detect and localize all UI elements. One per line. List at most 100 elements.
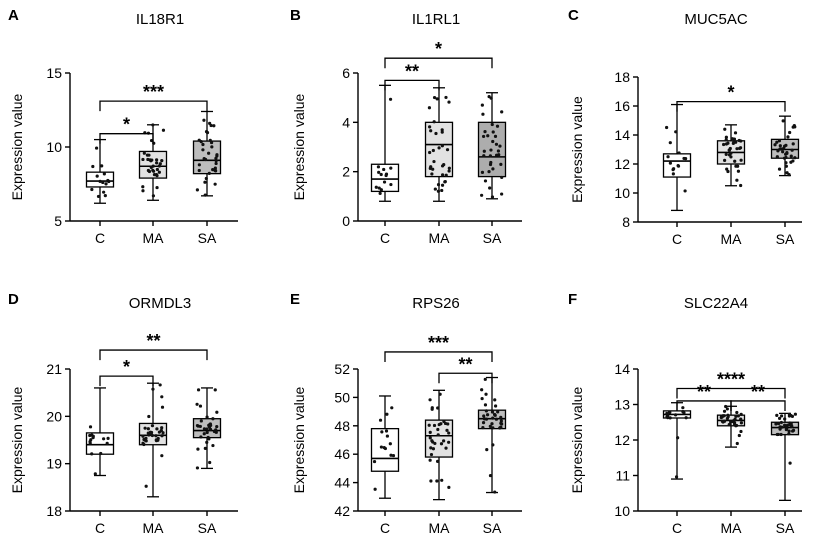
data-point — [491, 139, 495, 144]
data-point — [777, 139, 782, 143]
data-point — [90, 452, 94, 456]
data-point — [735, 147, 739, 151]
data-point — [442, 439, 446, 443]
data-point — [784, 155, 788, 160]
data-point — [378, 418, 383, 422]
data-point — [733, 131, 738, 135]
panel-label: C — [568, 7, 579, 24]
y-tick-label: 2 — [342, 164, 350, 180]
y-tick-label: 21 — [46, 361, 62, 377]
significance-bracket: ** — [438, 354, 493, 384]
data-point — [784, 164, 788, 168]
data-point — [379, 445, 383, 449]
data-point — [215, 153, 219, 157]
data-point — [491, 167, 495, 171]
data-point — [494, 142, 499, 146]
data-point — [207, 151, 211, 155]
data-point — [214, 161, 218, 166]
data-point — [737, 433, 741, 438]
data-point — [484, 417, 489, 421]
data-point — [435, 97, 439, 101]
data-point — [440, 183, 445, 187]
data-point — [105, 441, 109, 445]
x-tick-label: MA — [721, 520, 743, 536]
data-point — [793, 156, 797, 160]
data-point — [677, 151, 681, 155]
data-point — [682, 156, 686, 161]
data-point — [429, 446, 433, 450]
data-point — [493, 134, 498, 138]
data-point — [727, 423, 731, 427]
x-tick-label: SA — [776, 231, 795, 247]
y-tick-label: 15 — [46, 65, 62, 81]
significance-label: * — [435, 39, 442, 59]
box-SA — [770, 412, 800, 502]
data-point — [739, 421, 744, 425]
data-point — [430, 439, 434, 443]
box-MA — [138, 382, 168, 498]
significance-label: ** — [146, 331, 160, 351]
significance-bracket: * — [99, 357, 154, 387]
data-point — [199, 419, 203, 423]
data-point — [787, 432, 791, 436]
data-point — [779, 147, 783, 151]
data-point — [668, 416, 672, 420]
data-point — [674, 130, 678, 134]
data-point — [480, 396, 484, 401]
data-point — [429, 479, 433, 483]
data-point — [430, 407, 434, 411]
y-axis-label: Expression value — [291, 386, 307, 493]
y-tick-label: 10 — [614, 185, 630, 201]
data-point — [787, 173, 791, 177]
panel-label: E — [290, 291, 300, 308]
data-point — [141, 189, 145, 193]
y-axis-label: Expression value — [9, 93, 25, 200]
data-point — [447, 166, 451, 170]
data-point — [722, 419, 727, 423]
data-point — [491, 443, 495, 447]
y-tick-label: 12 — [614, 432, 630, 448]
significance-bracket: ** — [730, 382, 786, 411]
data-point — [201, 148, 205, 152]
data-point — [210, 145, 214, 149]
data-point — [739, 158, 743, 162]
data-point — [726, 169, 730, 174]
data-point — [151, 194, 156, 198]
data-point — [155, 427, 159, 431]
data-point — [732, 140, 736, 144]
data-point — [785, 171, 789, 175]
x-tick-label: MA — [143, 230, 165, 246]
data-point — [196, 447, 200, 451]
data-point — [791, 429, 795, 433]
significance-label: ** — [697, 382, 711, 402]
data-point — [96, 194, 101, 199]
x-tick-label: C — [95, 520, 105, 536]
data-point — [389, 182, 393, 187]
data-point — [733, 159, 737, 163]
data-point — [207, 171, 211, 175]
data-point — [739, 183, 743, 188]
data-point — [671, 168, 675, 172]
data-point — [146, 427, 150, 431]
data-point — [488, 154, 492, 158]
data-point — [778, 144, 782, 148]
data-point — [151, 164, 155, 168]
data-point — [99, 451, 103, 456]
y-tick-label: 18 — [46, 503, 62, 519]
y-tick-label: 8 — [622, 214, 630, 230]
data-point — [88, 425, 93, 429]
data-point — [492, 412, 497, 417]
box-C — [370, 84, 400, 202]
data-point — [440, 128, 444, 132]
data-point — [723, 127, 727, 131]
data-point — [195, 466, 200, 470]
data-point — [480, 170, 485, 175]
data-point — [489, 96, 493, 100]
data-point — [144, 484, 148, 488]
data-point — [739, 417, 743, 421]
y-tick-label: 6 — [342, 65, 350, 81]
data-point — [729, 151, 733, 155]
x-tick-label: MA — [429, 230, 451, 246]
data-point — [429, 129, 433, 133]
iqr-box — [138, 150, 168, 179]
